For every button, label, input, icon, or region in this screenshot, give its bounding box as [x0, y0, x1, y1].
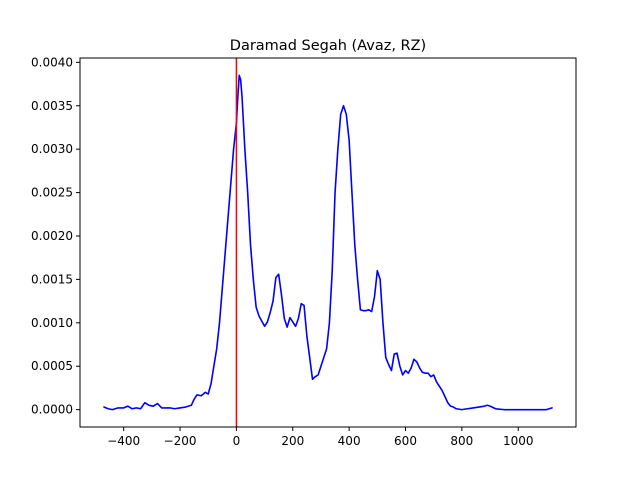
y-tick-label: 0.0020: [31, 229, 73, 243]
x-tick-label: −400: [107, 434, 140, 448]
y-axis: 0.0000 0.0005 0.0010 0.0015 0.0020 0.0025 0.00…: [31, 55, 80, 417]
y-tick-label: 0.0015: [31, 272, 73, 286]
axes-frame: [79, 57, 577, 428]
y-tick-label: 0.0005: [31, 359, 73, 373]
y-tick-label: 0.0040: [31, 55, 73, 69]
x-tick-label: 600: [394, 434, 417, 448]
y-tick-label: 0.0030: [31, 142, 73, 156]
x-tick-label: 800: [450, 434, 473, 448]
plot-area: [103, 58, 553, 427]
y-tick-label: 0.0035: [31, 99, 73, 113]
x-axis: −400 −200 0 200 400 600 800 1000: [107, 427, 534, 448]
x-tick-label: 1000: [503, 434, 534, 448]
x-tick-label: 0: [233, 434, 241, 448]
y-tick-label: 0.0025: [31, 186, 73, 200]
y-tick-label: 0.0010: [31, 316, 73, 330]
y-tick-label: 0.0000: [31, 403, 73, 417]
x-tick-label: 200: [281, 434, 304, 448]
x-tick-label: 400: [338, 434, 361, 448]
x-tick-label: −200: [164, 434, 197, 448]
chart-title: Daramad Segah (Avaz, RZ): [230, 38, 426, 54]
series-line: [103, 74, 553, 411]
